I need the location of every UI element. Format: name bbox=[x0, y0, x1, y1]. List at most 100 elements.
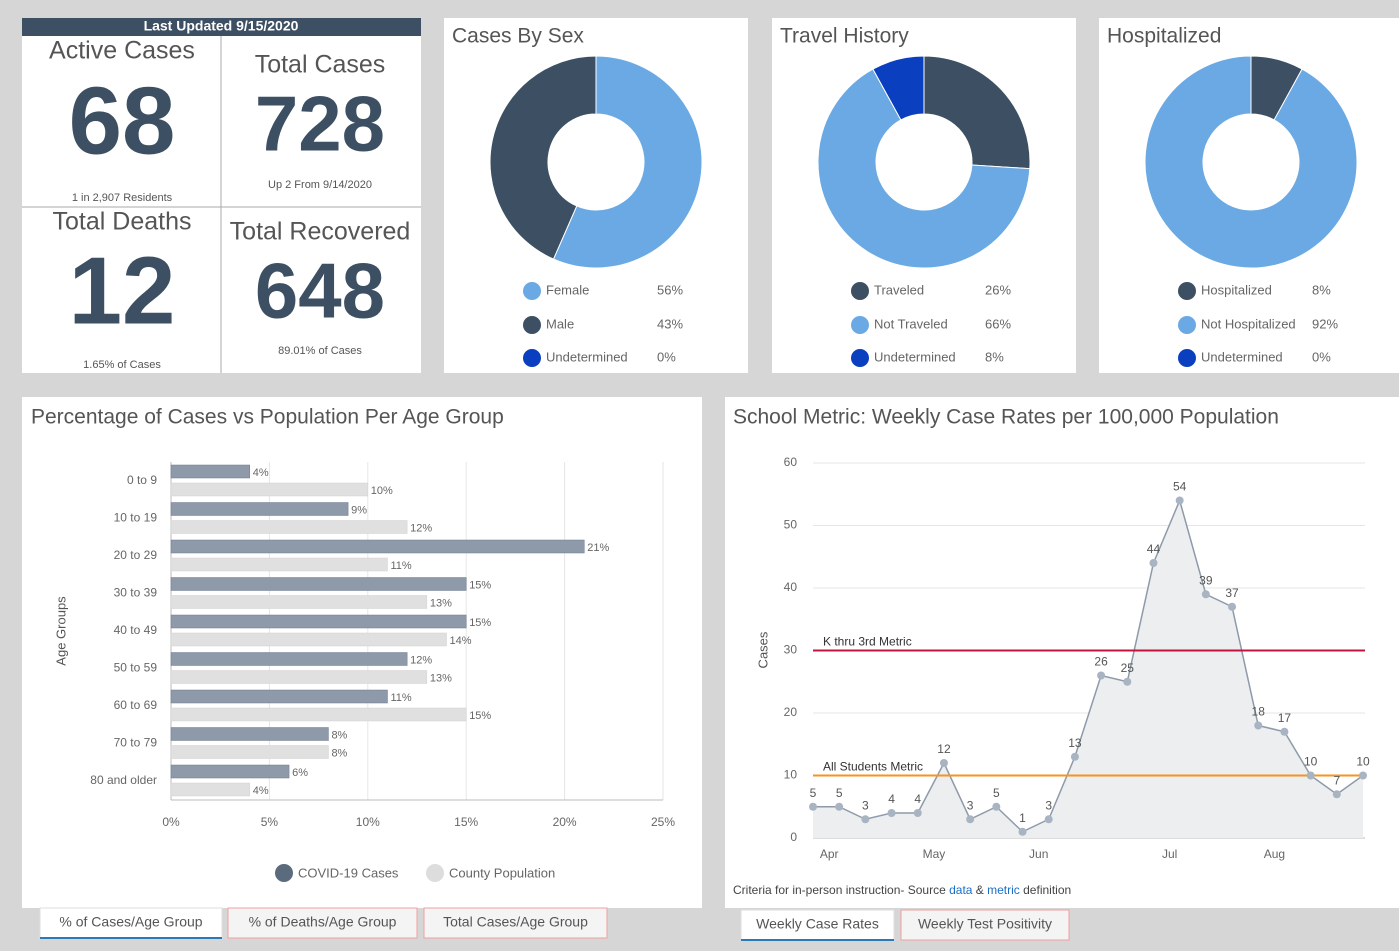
point-label: 37 bbox=[1225, 586, 1239, 600]
value-label: 4% bbox=[253, 467, 269, 479]
kpi-title: Total Deaths bbox=[53, 208, 192, 236]
y-axis-title: Cases bbox=[755, 631, 770, 668]
tab[interactable] bbox=[39, 907, 223, 939]
point bbox=[966, 815, 975, 824]
bar bbox=[170, 464, 250, 479]
bar bbox=[170, 502, 349, 516]
point bbox=[887, 809, 896, 817]
legend-swatch bbox=[523, 282, 541, 300]
value-label: 13% bbox=[430, 597, 452, 609]
y-tick-label: 70 to 79 bbox=[114, 736, 158, 750]
y-tick-label: 60 bbox=[784, 455, 798, 469]
point bbox=[1070, 752, 1079, 761]
bar bbox=[170, 689, 388, 704]
chart-title: Percentage of Cases vs Population Per Ag… bbox=[31, 406, 504, 429]
point-label: 5 bbox=[810, 786, 817, 800]
donut-slice bbox=[872, 55, 925, 121]
tab[interactable] bbox=[227, 907, 418, 939]
x-tick-label: Jul bbox=[1162, 847, 1177, 861]
point bbox=[992, 802, 1001, 811]
x-tick-label: 5% bbox=[261, 815, 279, 829]
bar bbox=[170, 632, 447, 647]
x-tick-label: Jun bbox=[1029, 847, 1048, 861]
y-tick-label: 10 bbox=[784, 768, 798, 782]
link[interactable]: metric bbox=[987, 883, 1020, 897]
value-label: 12% bbox=[410, 522, 432, 534]
legend-swatch bbox=[851, 282, 869, 300]
y-tick-label: 50 to 59 bbox=[114, 661, 158, 675]
donut-slice bbox=[923, 55, 1031, 170]
tab[interactable] bbox=[740, 909, 895, 941]
point-label: 25 bbox=[1121, 661, 1135, 675]
value-label: 10% bbox=[371, 485, 393, 497]
point bbox=[1306, 771, 1315, 780]
point-label: 4 bbox=[888, 792, 895, 806]
legend-label: Female bbox=[546, 282, 589, 297]
footnote: Criteria for in-person instruction- Sour… bbox=[733, 883, 1071, 897]
kpi-title: Total Cases bbox=[255, 51, 386, 79]
point bbox=[1123, 677, 1132, 686]
value-label: 15% bbox=[469, 710, 491, 722]
point-label: 1 bbox=[1019, 811, 1026, 825]
value-label: 11% bbox=[390, 692, 411, 704]
x-tick-label: 25% bbox=[651, 815, 675, 829]
value-label: 92% bbox=[1312, 316, 1338, 331]
x-tick-label: Apr bbox=[820, 847, 839, 861]
area bbox=[813, 500, 1363, 838]
kpi-header-text: Last Updated 9/15/2020 bbox=[144, 18, 299, 34]
y-tick-label: 30 bbox=[784, 643, 798, 657]
tab-label[interactable]: % of Cases/Age Group bbox=[59, 914, 202, 930]
legend-swatch bbox=[523, 349, 541, 367]
legend-swatch bbox=[275, 864, 293, 882]
value-label: 13% bbox=[430, 672, 452, 684]
tab-label[interactable]: % of Deaths/Age Group bbox=[249, 914, 397, 930]
point-label: 5 bbox=[836, 786, 843, 800]
legend-label: Undetermined bbox=[546, 349, 628, 364]
tab[interactable] bbox=[423, 907, 608, 939]
point bbox=[1097, 671, 1106, 680]
x-tick-label: May bbox=[923, 847, 946, 861]
point bbox=[1201, 590, 1210, 599]
bar bbox=[170, 614, 467, 629]
value-label: 11% bbox=[390, 560, 411, 572]
point bbox=[809, 802, 817, 811]
legend-label: County Population bbox=[449, 865, 555, 880]
legend-label: Not Hospitalized bbox=[1201, 316, 1296, 331]
value-label: 26% bbox=[985, 282, 1011, 297]
point-label: 39 bbox=[1199, 573, 1213, 587]
bar bbox=[170, 727, 329, 741]
point-label: 3 bbox=[967, 798, 974, 812]
tab[interactable] bbox=[900, 909, 1070, 941]
kpi-note: 1.65% of Cases bbox=[83, 359, 161, 371]
bar bbox=[170, 652, 408, 666]
tab-label[interactable]: Weekly Test Positivity bbox=[918, 916, 1052, 932]
value-label: 66% bbox=[985, 316, 1011, 331]
value-label: 21% bbox=[587, 542, 609, 554]
footnote-part: & bbox=[972, 883, 987, 897]
y-tick-label: 50 bbox=[784, 518, 798, 532]
point-label: 13 bbox=[1068, 736, 1082, 750]
bar bbox=[170, 482, 369, 497]
point bbox=[1254, 721, 1263, 730]
point bbox=[1044, 815, 1053, 824]
y-tick-label: 30 to 39 bbox=[114, 586, 158, 600]
link[interactable]: data bbox=[949, 883, 973, 897]
kpi-value: 648 bbox=[255, 247, 385, 335]
reference-label: All Students Metric bbox=[823, 760, 923, 774]
kpi-value: 728 bbox=[255, 80, 385, 168]
point bbox=[1332, 790, 1341, 799]
legend-swatch bbox=[523, 316, 541, 334]
value-label: 15% bbox=[469, 579, 491, 591]
y-tick-label: 20 bbox=[784, 705, 798, 719]
point-label: 3 bbox=[862, 798, 869, 812]
point bbox=[835, 802, 844, 811]
donut-slice bbox=[552, 55, 703, 269]
kpi-value: 68 bbox=[69, 67, 176, 174]
kpi-header bbox=[22, 18, 421, 36]
bar bbox=[170, 557, 388, 572]
kpi-title: Active Cases bbox=[49, 37, 195, 65]
tab-label[interactable]: Weekly Case Rates bbox=[756, 916, 879, 932]
tab-label[interactable]: Total Cases/Age Group bbox=[443, 914, 588, 930]
bar bbox=[170, 782, 250, 797]
